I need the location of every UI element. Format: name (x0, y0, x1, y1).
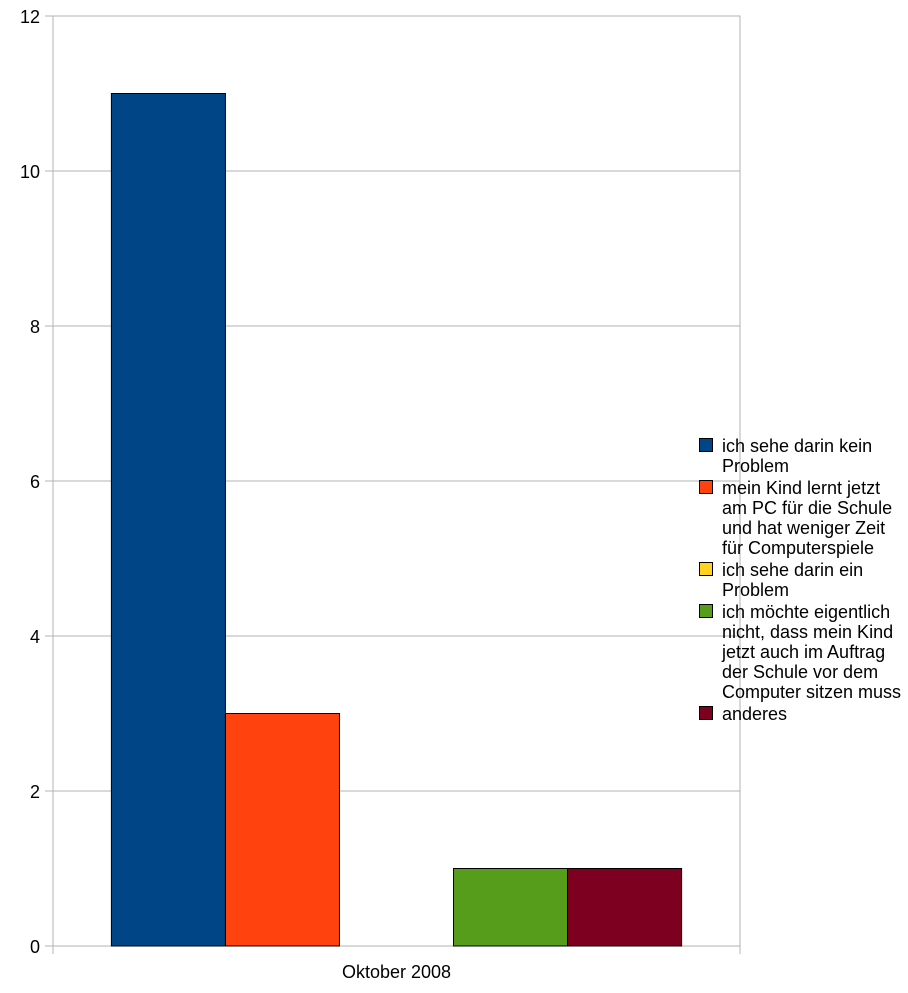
y-tick-label-2: 2 (30, 782, 40, 802)
legend-swatch-series-5 (699, 706, 713, 720)
legend: ich sehe darin kein Problem mein Kind le… (698, 436, 908, 726)
legend-label-series-1: ich sehe darin kein Problem (722, 436, 873, 476)
legend-label-series-3: ich sehe darin ein Problem (722, 560, 864, 600)
bar-series-5 (567, 868, 683, 947)
legend-item-series-3: ich sehe darin ein Problem (698, 560, 908, 600)
axis-layer: 0 2 4 6 8 10 12 Oktober 2008 (20, 7, 741, 982)
legend-label-series-2: mein Kind lernt jetzt am PC für die Schu… (722, 478, 893, 558)
bars-layer (110, 93, 683, 947)
legend-item-series-5: anderes (698, 704, 908, 724)
x-tick-label: Oktober 2008 (342, 962, 451, 982)
y-tick-label-4: 4 (30, 627, 40, 647)
legend-label-series-5: anderes (722, 704, 788, 724)
legend-swatch-series-3 (699, 562, 713, 576)
y-tick-label-10: 10 (20, 162, 40, 182)
legend-swatch-series-1 (699, 438, 713, 452)
y-tick-label-12: 12 (20, 7, 40, 27)
y-tick-label-8: 8 (30, 317, 40, 337)
legend-item-series-1: ich sehe darin kein Problem (698, 436, 908, 476)
legend-item-series-4: ich möchte eigentlich nicht, dass mein K… (698, 602, 908, 702)
y-tick-label-6: 6 (30, 472, 40, 492)
legend-swatch-series-2 (699, 480, 713, 494)
legend-label-series-4: ich möchte eigentlich nicht, dass mein K… (722, 602, 902, 702)
bar-series-2 (224, 713, 340, 947)
bar-series-4 (453, 868, 569, 947)
legend-item-series-2: mein Kind lernt jetzt am PC für die Schu… (698, 478, 908, 558)
legend-swatch-series-4 (699, 604, 713, 618)
y-tick-label-0: 0 (30, 937, 40, 957)
bar-series-1 (110, 93, 226, 947)
